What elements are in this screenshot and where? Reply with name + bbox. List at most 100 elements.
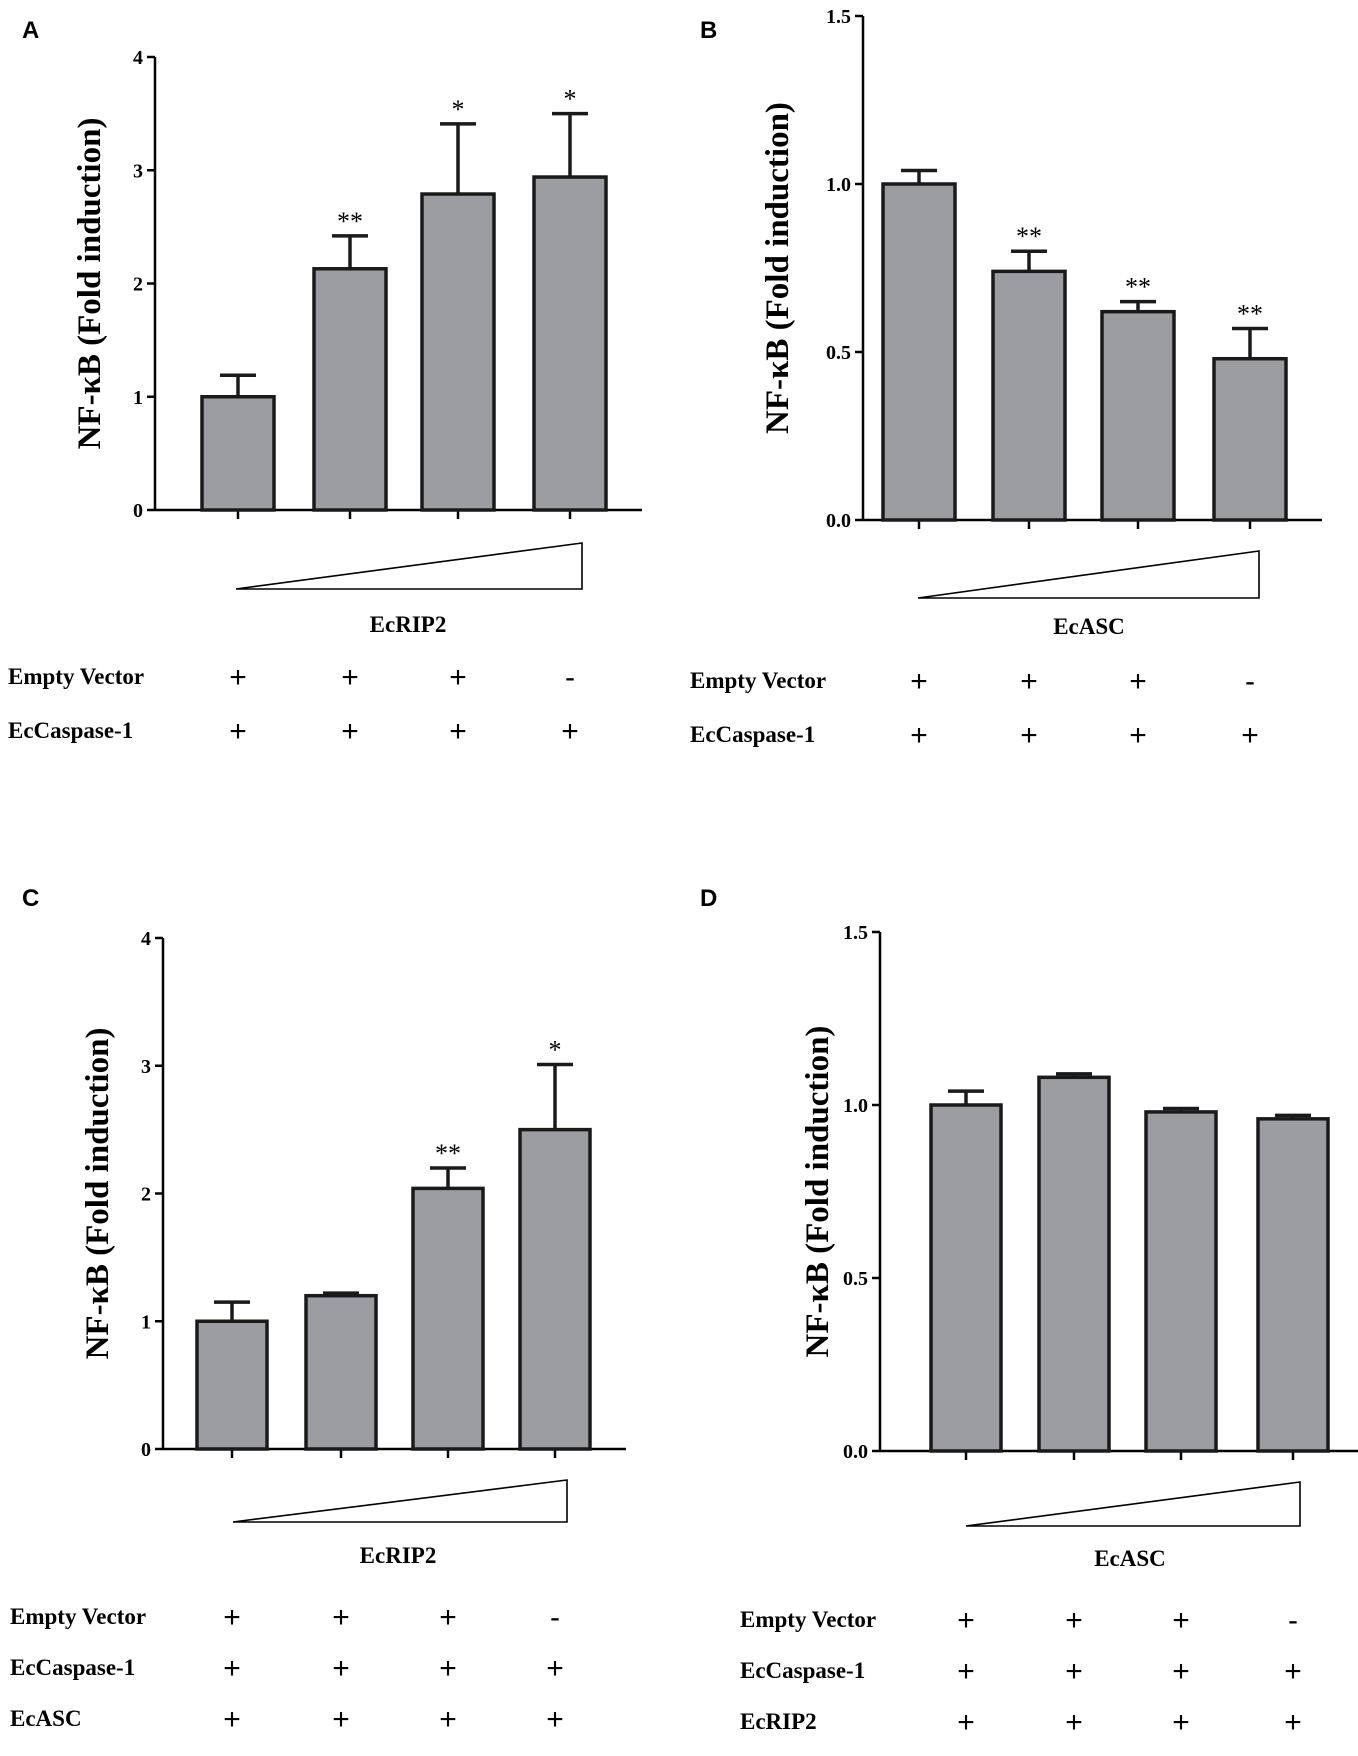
dose-label-c: EcRIP2: [360, 1543, 437, 1568]
sign-d-3-3: +: [1172, 1706, 1190, 1739]
sign-d-3-2: +: [1065, 1706, 1083, 1739]
sign-c-2-4: +: [546, 1652, 564, 1685]
sign-b-1-2: +: [1020, 665, 1038, 698]
sign-a-1-4: -: [565, 661, 575, 694]
sign-b-1-3: +: [1129, 665, 1147, 698]
row-label-b-2: EcCaspase-1: [690, 722, 815, 747]
bar-c-1: [195, 1319, 269, 1451]
y-tick-label-c-0: 0: [141, 1439, 151, 1461]
sign-d-1-4: -: [1288, 1604, 1298, 1637]
significance-b-3: **: [1125, 273, 1151, 302]
y-tick-label-d-0: 0.0: [843, 1441, 868, 1463]
y-tick-label-b-1: 0.5: [826, 342, 851, 364]
sign-c-2-2: +: [332, 1652, 350, 1685]
dose-label-b: EcASC: [1053, 614, 1125, 639]
y-tick-label-a-1: 1: [133, 387, 143, 409]
bar-b-3: [1100, 309, 1176, 522]
sign-a-2-1: +: [229, 715, 247, 748]
y-axis-label-c: NF-κB (Fold induction): [80, 1028, 116, 1360]
sign-b-2-3: +: [1129, 719, 1147, 752]
sign-a-2-2: +: [341, 715, 359, 748]
sign-d-2-4: +: [1284, 1655, 1302, 1688]
y-axis-label-b: NF-κB (Fold induction): [760, 102, 796, 434]
bar-a-2: [312, 267, 388, 512]
y-tick-label-c-1: 1: [141, 1311, 151, 1333]
panel-b: B NF-κB (Fold induction) 0.0 0.5 1.0 1.5 ** ** *…: [690, 6, 1322, 752]
significance-a-3: *: [452, 95, 465, 124]
bar-c-2: [304, 1293, 378, 1451]
bar-d-4: [1256, 1117, 1330, 1453]
significance-a-4: *: [564, 85, 577, 114]
sign-c-3-3: +: [439, 1703, 457, 1736]
y-tick-label-a-4: 4: [133, 47, 143, 69]
sign-a-1-2: +: [341, 661, 359, 694]
panel-c: CNF-κB (Fold induction)01234***EcRIP2Emp…: [10, 885, 626, 1736]
panel-letter-c: C: [22, 885, 39, 912]
bar-d-3: [1144, 1110, 1218, 1453]
row-label-d-1: Empty Vector: [740, 1607, 876, 1632]
sign-d-2-2: +: [1065, 1655, 1083, 1688]
sign-d-3-1: +: [957, 1706, 975, 1739]
y-axis-label-d: NF-κB (Fold induction): [800, 1026, 836, 1358]
panel-letter-d: D: [700, 885, 717, 912]
significance-c-4: *: [549, 1035, 562, 1064]
bar-a-4: [532, 175, 608, 512]
bar-b-1: [881, 182, 957, 522]
sign-c-1-1: +: [223, 1601, 241, 1634]
sign-c-2-3: +: [439, 1652, 457, 1685]
bar-b-4: [1212, 356, 1288, 522]
row-label-c-2: EcCaspase-1: [10, 1655, 135, 1680]
y-axis-label-a: NF-κB (Fold induction): [72, 118, 108, 450]
dose-wedge-d: [965, 1481, 1301, 1527]
dose-wedge-b: [917, 550, 1260, 599]
sign-b-2-4: +: [1241, 719, 1259, 752]
row-label-d-2: EcCaspase-1: [740, 1658, 865, 1683]
sign-d-3-4: +: [1284, 1706, 1302, 1739]
sign-b-2-1: +: [910, 719, 928, 752]
y-tick-label-d-1: 0.5: [843, 1268, 868, 1290]
significance-b-4: **: [1237, 299, 1263, 328]
y-tick-label-b-3: 1.5: [826, 6, 851, 28]
y-tick-label-a-2: 2: [133, 274, 143, 296]
sign-a-1-3: +: [449, 661, 467, 694]
sign-a-1-1: +: [229, 661, 247, 694]
significance-b-2: **: [1016, 222, 1042, 251]
y-tick-label-a-0: 0: [133, 500, 143, 522]
sign-d-2-1: +: [957, 1655, 975, 1688]
sign-d-2-3: +: [1172, 1655, 1190, 1688]
sign-c-3-2: +: [332, 1703, 350, 1736]
sign-c-1-4: -: [550, 1601, 560, 1634]
significance-c-3: **: [435, 1139, 461, 1168]
sign-d-1-2: +: [1065, 1604, 1083, 1637]
bar-c-3: [411, 1186, 485, 1451]
sign-c-3-4: +: [546, 1703, 564, 1736]
dose-wedge-a: [235, 542, 583, 590]
sign-a-2-4: +: [561, 715, 579, 748]
row-label-a-1: Empty Vector: [8, 664, 144, 689]
row-label-c-1: Empty Vector: [10, 1604, 146, 1629]
y-tick-label-c-3: 3: [141, 1056, 151, 1078]
bar-d-1: [929, 1103, 1003, 1453]
bar-b-2: [991, 269, 1067, 522]
row-label-b-1: Empty Vector: [690, 668, 826, 693]
bar-d-2: [1037, 1075, 1111, 1453]
dose-wedge-c: [232, 1479, 568, 1523]
y-tick-label-a-3: 3: [133, 160, 143, 182]
bar-a-1: [200, 395, 276, 512]
sign-d-1-3: +: [1172, 1604, 1190, 1637]
panel-d: D NF-κB (Fold induction) 0.0 0.5 1.0 1.5 EcASC…: [700, 885, 1358, 1739]
bar-a-3: [420, 192, 496, 512]
dose-label-d: EcASC: [1094, 1546, 1166, 1571]
row-label-d-3: EcRIP2: [740, 1709, 817, 1734]
significance-a-2: **: [337, 207, 363, 236]
sign-b-1-1: +: [910, 665, 928, 698]
sign-d-1-1: +: [957, 1604, 975, 1637]
sign-c-1-2: +: [332, 1601, 350, 1634]
sign-b-2-2: +: [1020, 719, 1038, 752]
panel-letter-b: B: [700, 17, 717, 44]
y-tick-label-b-2: 1.0: [826, 174, 851, 196]
y-tick-label-d-3: 1.5: [843, 922, 868, 944]
y-tick-label-c-4: 4: [141, 928, 151, 950]
